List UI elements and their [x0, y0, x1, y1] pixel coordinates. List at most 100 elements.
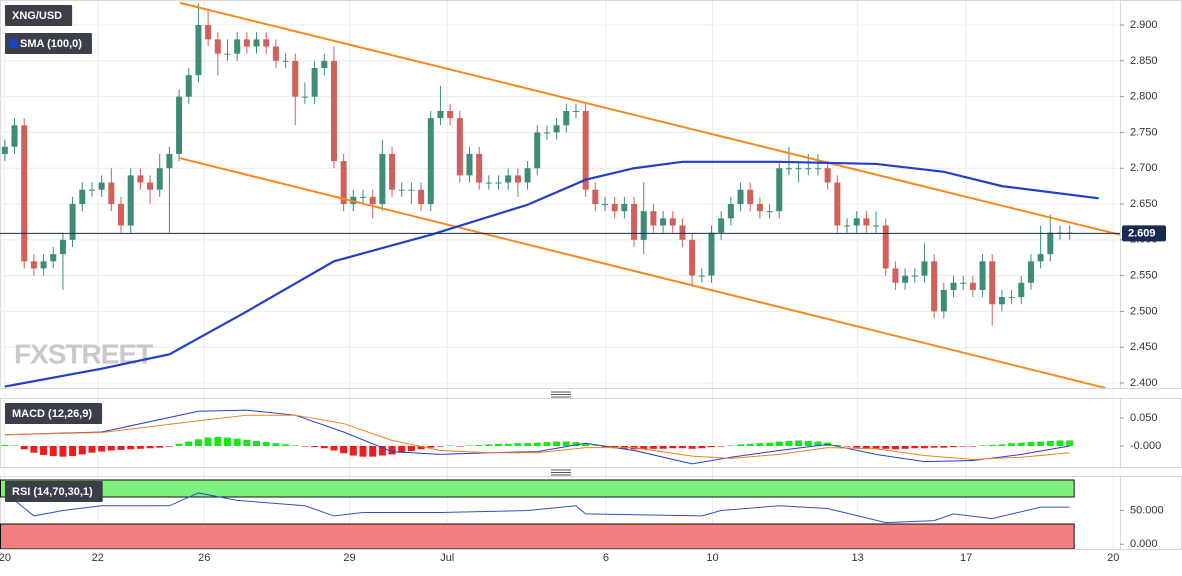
macd-histogram-bar: [969, 445, 977, 447]
macd-histogram-bar: [504, 443, 512, 446]
macd-histogram-bar: [1027, 442, 1035, 446]
macd-histogram-bar: [737, 444, 745, 446]
candle-body: [485, 182, 492, 184]
y-tick-label: 50.000: [1130, 504, 1164, 516]
macd-histogram-bar: [950, 445, 958, 448]
candle-body: [698, 275, 705, 277]
sma-line: [4, 160, 1099, 388]
macd-histogram-bar: [69, 445, 77, 457]
candle-body: [282, 60, 289, 62]
macd-histogram-bar: [59, 445, 67, 457]
macd-histogram-bar: [746, 443, 754, 446]
candle-body: [234, 39, 241, 54]
macd-histogram-bar: [475, 444, 483, 446]
legend-box: SMA (100,0): [5, 33, 92, 54]
candle-body: [476, 153, 483, 183]
macd-histogram-bar: [127, 445, 135, 450]
candle-body: [379, 153, 386, 205]
legend-box: MACD (12,26,9): [5, 403, 103, 424]
x-tick-label: 17: [960, 552, 972, 564]
candle-body: [795, 168, 802, 170]
candle-body: [1047, 232, 1054, 255]
x-tick-label: Jul: [440, 552, 454, 564]
candle-body: [79, 189, 86, 205]
candle-body: [853, 218, 860, 226]
candle-body: [243, 39, 250, 47]
oversold-zone: [0, 523, 1075, 549]
macd-histogram-bar: [98, 445, 106, 452]
candle-body: [940, 289, 947, 312]
macd-histogram-bar: [175, 443, 183, 446]
y-tick-label: 2.400: [1130, 377, 1158, 389]
candle-body: [602, 204, 609, 206]
macd-histogram-bar: [243, 439, 251, 446]
macd-histogram-bar: [998, 444, 1006, 446]
candle-body: [660, 218, 667, 226]
candle-body: [756, 204, 763, 212]
candle-body: [88, 189, 95, 191]
macd-histogram-bar: [436, 445, 444, 447]
macd-histogram-bar: [756, 443, 764, 446]
candle-body: [292, 60, 299, 97]
y-tick-label: 2.450: [1130, 341, 1158, 353]
candle-body: [776, 168, 783, 212]
macd-histogram-bar: [88, 445, 96, 453]
macd-histogram-bar: [988, 444, 996, 446]
candle-body: [553, 125, 560, 133]
macd-histogram-bar: [214, 437, 222, 446]
macd-histogram-bar: [698, 445, 706, 449]
candle-body: [495, 182, 502, 184]
candle-body: [408, 189, 415, 191]
macd-histogram-bar: [659, 445, 667, 449]
candle-body: [418, 189, 425, 205]
macd-histogram-bar: [766, 442, 774, 446]
macd-histogram-bar: [688, 445, 696, 449]
candle-body: [679, 225, 686, 240]
candle-body: [931, 261, 938, 312]
macd-histogram-bar: [582, 443, 590, 446]
macd-histogram-bar: [49, 445, 57, 457]
macd-histogram-bar: [272, 443, 280, 446]
macd-histogram-bar: [165, 445, 173, 447]
candle-body: [563, 110, 570, 126]
candle-body: [844, 225, 851, 227]
macd-histogram-bar: [804, 440, 812, 446]
candle-body: [427, 118, 434, 205]
macd-histogram-bar: [872, 445, 880, 449]
macd-histogram-bar: [465, 445, 473, 446]
macd-histogram-bar: [359, 445, 367, 457]
indicator-line: [4, 491, 1070, 524]
macd-histogram-bar: [591, 445, 599, 446]
candle-body: [205, 25, 212, 40]
macd-histogram-bar: [833, 444, 841, 446]
candle-body: [127, 175, 134, 226]
macd-histogram-bar: [253, 440, 261, 446]
candle-body: [389, 153, 396, 190]
macd-histogram-bar: [533, 442, 541, 446]
candle-body: [543, 132, 550, 134]
candle-body: [505, 175, 512, 183]
macd-histogram-bar: [572, 442, 580, 446]
candle-body: [834, 182, 841, 226]
legend-box: XNG/USD: [5, 5, 73, 26]
candle-body: [989, 261, 996, 305]
candle-body: [21, 125, 28, 262]
macd-histogram-bar: [785, 440, 793, 446]
candle-body: [147, 182, 154, 190]
candle-body: [708, 232, 715, 276]
macd-histogram-bar: [311, 445, 319, 448]
macd-histogram-bar: [562, 441, 570, 446]
candle-body: [50, 254, 57, 262]
legend-label: RSI (14,70,30,1): [12, 486, 93, 498]
candle-body: [950, 282, 957, 290]
candle-body: [1008, 297, 1015, 299]
macd-histogram-bar: [862, 445, 870, 449]
macd-histogram-bar: [911, 445, 919, 449]
candle-body: [272, 46, 279, 61]
macd-histogram-bar: [814, 441, 822, 446]
legend-label: MACD (12,26,9): [12, 408, 92, 420]
macd-histogram-bar: [495, 443, 503, 446]
macd-histogram-bar: [959, 445, 967, 447]
candle-body: [340, 161, 347, 205]
